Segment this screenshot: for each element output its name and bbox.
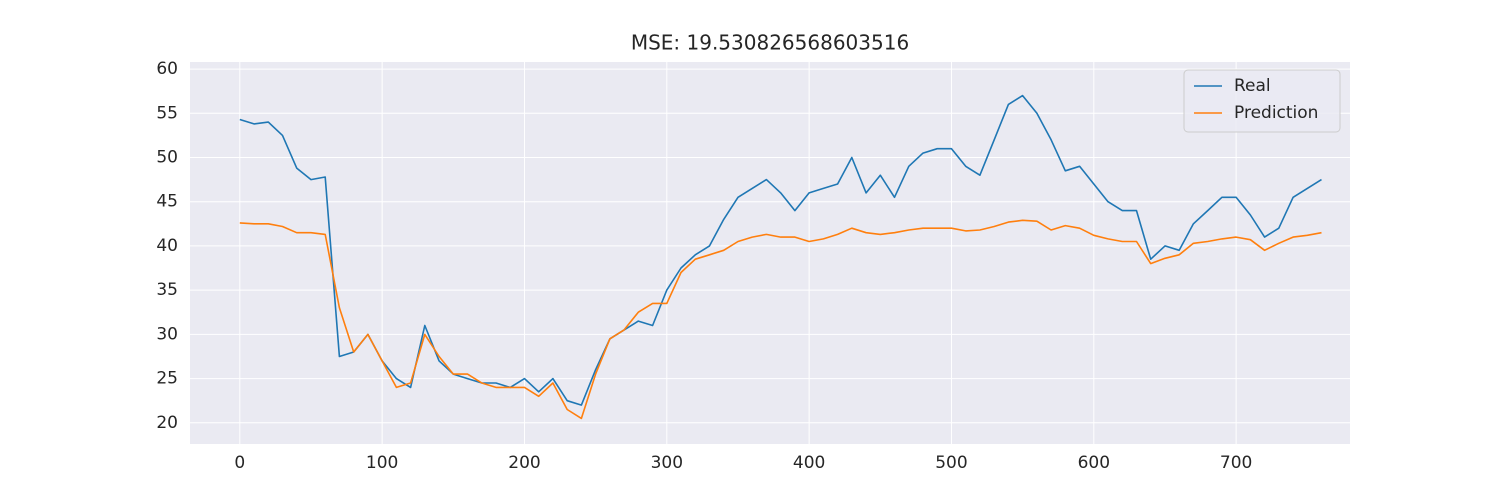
x-tick-label: 600 — [1078, 453, 1110, 473]
legend-box — [1183, 69, 1341, 133]
x-tick-label: 100 — [366, 453, 398, 473]
legend-label: Prediction — [1234, 103, 1318, 123]
y-tick-label: 30 — [156, 324, 178, 344]
y-tick-label: 35 — [156, 280, 178, 300]
x-tick-label: 700 — [1220, 453, 1252, 473]
y-tick-label: 25 — [156, 369, 178, 389]
x-tick-label: 500 — [935, 453, 967, 473]
y-tick-label: 45 — [156, 192, 178, 212]
x-tick-label: 200 — [508, 453, 540, 473]
data-line — [239, 219, 1322, 420]
x-tick-label: 300 — [651, 453, 683, 473]
y-tick-label: 60 — [156, 59, 178, 79]
x-tick-label: 0 — [234, 453, 245, 473]
y-tick-label: 20 — [156, 413, 178, 433]
y-tick-label: 55 — [156, 103, 178, 123]
y-tick-label: 50 — [156, 148, 178, 168]
legend-label: Real — [1234, 76, 1271, 96]
chart-title: MSE: 19.530826568603516 — [631, 31, 909, 55]
data-line — [239, 94, 1322, 406]
x-tick-label: 400 — [793, 453, 825, 473]
y-tick-label: 40 — [156, 236, 178, 256]
plot-area — [190, 62, 1350, 444]
